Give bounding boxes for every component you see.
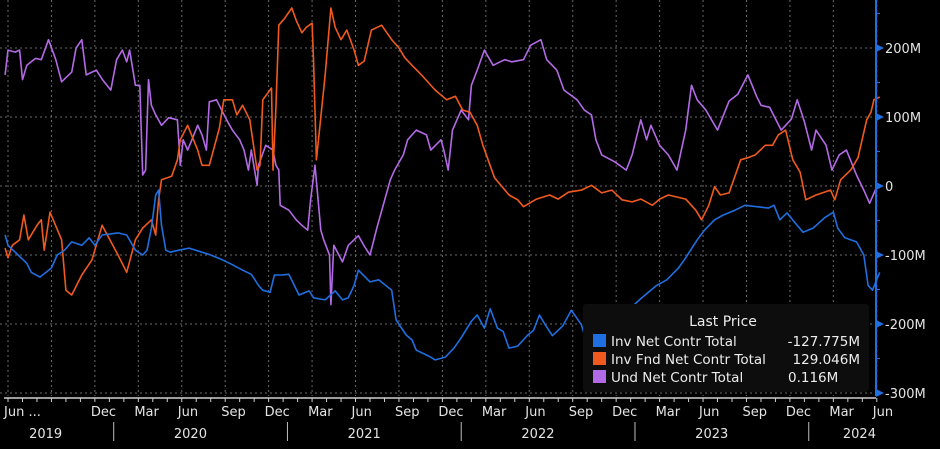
y-tick-label: 100M bbox=[885, 111, 921, 126]
legend-value: 0.116M bbox=[788, 370, 838, 386]
y-tick-label: 200M bbox=[885, 42, 921, 57]
x-month-label: Jun bbox=[524, 405, 545, 420]
x-month-label: Mar bbox=[656, 405, 681, 420]
series-line-inv-fnd-net-contr-total bbox=[4, 7, 881, 296]
x-year-label: 2024 bbox=[843, 427, 876, 442]
x-month-label: Dec bbox=[265, 405, 290, 420]
x-year-label: 2022 bbox=[521, 427, 554, 442]
x-month-label: Dec bbox=[612, 405, 637, 420]
x-month-label: Jun bbox=[698, 405, 719, 420]
x-month-label: Dec bbox=[438, 405, 463, 420]
legend-title: Last Price bbox=[689, 314, 757, 330]
y-tick-marker-icon bbox=[876, 251, 884, 259]
legend: Last Price Inv Net Contr Total -127.775M I… bbox=[583, 304, 869, 392]
x-month-label: Mar bbox=[829, 405, 854, 420]
x-month-label: Jun bbox=[177, 405, 198, 420]
x-year-label: 2019 bbox=[29, 427, 62, 442]
series-line-inv-net-contr-total bbox=[4, 189, 881, 361]
x-month-label: Sep bbox=[395, 405, 420, 420]
legend-label: Und Net Contr Total bbox=[611, 370, 743, 386]
y-tick-marker-icon bbox=[876, 320, 884, 328]
x-year-label: 2023 bbox=[695, 427, 728, 442]
y-tick-label: -100M bbox=[885, 249, 926, 264]
x-month-label: Dec bbox=[786, 405, 811, 420]
series-line-und-net-contr-total bbox=[4, 38, 878, 306]
series-lines bbox=[4, 7, 881, 361]
legend-label: Inv Net Contr Total bbox=[611, 334, 737, 350]
legend-swatch bbox=[593, 352, 606, 365]
x-year-label: 2020 bbox=[174, 427, 207, 442]
x-month-label: Jun bbox=[872, 405, 893, 420]
x-year-label: 2021 bbox=[348, 427, 381, 442]
y-tick-label: 0 bbox=[885, 180, 893, 195]
x-month-label: Sep bbox=[742, 405, 767, 420]
y-tick-marker-icon bbox=[876, 182, 884, 190]
legend-box bbox=[583, 304, 869, 392]
x-month-label: Sep bbox=[569, 405, 594, 420]
y-tick-marker-icon bbox=[876, 113, 884, 121]
y-axis: 200M 100M 0 -100M -200M -300M bbox=[875, 0, 926, 402]
y-tick-label: -200M bbox=[885, 318, 926, 333]
x-month-label: Mar bbox=[482, 405, 507, 420]
legend-value: 129.046M bbox=[793, 352, 860, 368]
y-tick-label: -300M bbox=[885, 387, 926, 402]
y-tick-marker-icon bbox=[876, 389, 884, 397]
x-month-label: Mar bbox=[134, 405, 159, 420]
x-axis: Jun ... Dec Mar Jun Sep Dec Mar Jun Sep Dec Mar Jun… bbox=[3, 397, 893, 442]
x-month-label: Dec bbox=[91, 405, 116, 420]
x-month-label: Jun ... bbox=[3, 405, 41, 420]
legend-swatch bbox=[593, 334, 606, 347]
y-tick-marker-icon bbox=[876, 44, 884, 52]
x-month-label: Jun bbox=[351, 405, 372, 420]
legend-swatch bbox=[593, 370, 606, 383]
legend-label: Inv Fnd Net Contr Total bbox=[611, 352, 766, 368]
x-month-label: Mar bbox=[308, 405, 333, 420]
legend-value: -127.775M bbox=[788, 334, 860, 350]
x-month-label: Sep bbox=[221, 405, 246, 420]
